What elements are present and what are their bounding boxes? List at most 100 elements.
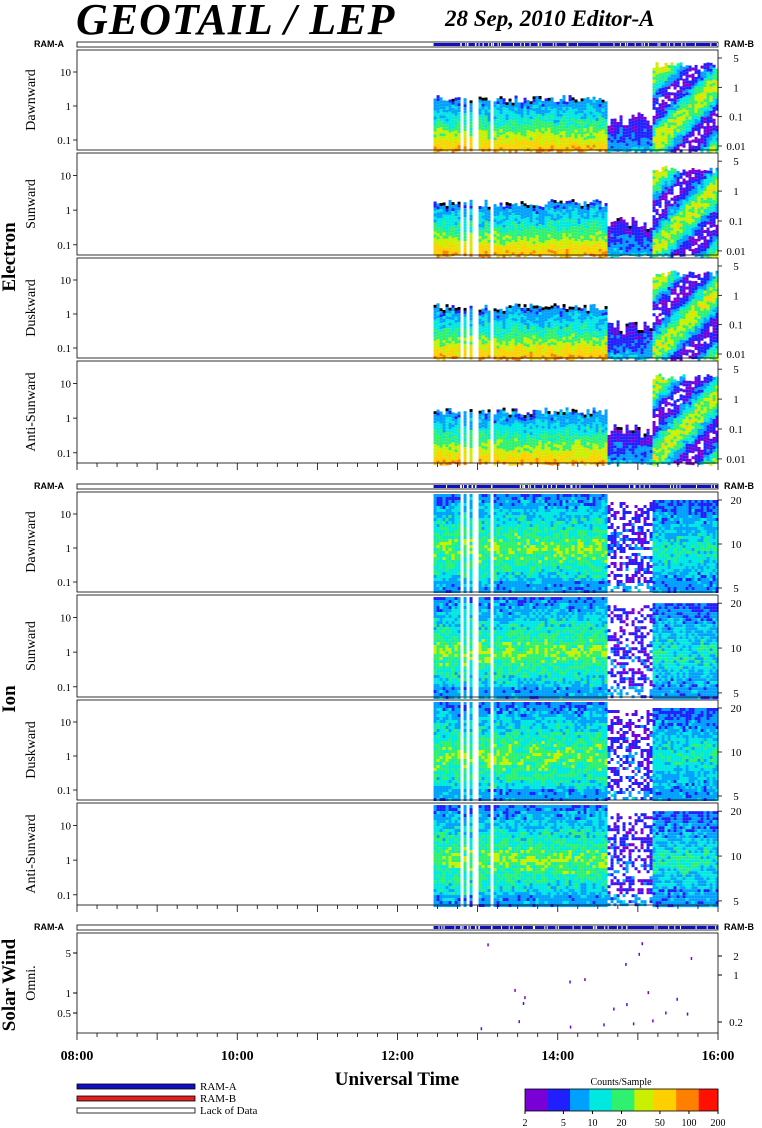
- spectrogram-cell: [620, 217, 623, 220]
- spectrogram-cell: [689, 185, 692, 188]
- spectrogram-cell: [503, 104, 506, 107]
- spectrogram-cell: [677, 99, 680, 102]
- spectrogram-cell: [470, 312, 473, 315]
- spectrogram-cell: [623, 337, 626, 340]
- spectrogram-cell: [650, 234, 653, 237]
- spectrogram-cell: [593, 100, 596, 103]
- spectrogram-cell: [605, 348, 608, 351]
- spectrogram-cell: [656, 233, 659, 236]
- spectrogram-cell: [434, 223, 437, 226]
- spectrogram-cell: [590, 112, 593, 115]
- spectrogram-cell: [437, 119, 440, 122]
- spectrogram-cell: [581, 140, 584, 143]
- spectrogram-cell: [494, 311, 497, 314]
- spectrogram-cell: [662, 103, 665, 106]
- spectrogram-cell: [566, 252, 569, 255]
- spectrogram-cell: [674, 337, 677, 340]
- spectrogram-cell: [662, 294, 665, 297]
- spectrogram-cell: [440, 335, 443, 338]
- spectrogram-cell: [485, 107, 488, 110]
- spectrogram-cell: [578, 325, 581, 328]
- spectrogram-cell: [575, 353, 578, 356]
- spectrogram-cell: [605, 330, 608, 333]
- spectrogram-cell: [701, 78, 704, 81]
- spectrogram-cell: [665, 318, 668, 321]
- spectrogram-cell: [548, 243, 551, 246]
- spectrogram-cell: [644, 325, 647, 328]
- spectrogram-cell: [707, 204, 710, 207]
- spectrogram-cell: [707, 75, 710, 78]
- spectrogram-cell: [677, 353, 680, 356]
- spectrogram-cell: [494, 225, 497, 228]
- spectrogram-cell: [548, 228, 551, 231]
- spectrogram-cell: [452, 132, 455, 135]
- spectrogram-cell: [512, 345, 515, 348]
- spectrogram-cell: [533, 114, 536, 117]
- spectrogram-cell: [566, 237, 569, 240]
- spectrogram-cell: [662, 233, 665, 236]
- spectrogram-cell: [695, 239, 698, 242]
- spectrogram-cell: [581, 233, 584, 236]
- spectrogram-cell: [548, 98, 551, 101]
- spectrogram-cell: [701, 93, 704, 96]
- spectrogram-cell: [566, 315, 569, 318]
- spectrogram-cell: [455, 140, 458, 143]
- spectrogram-cell: [602, 210, 605, 213]
- spectrogram-cell: [680, 89, 683, 92]
- spectrogram-cell: [554, 239, 557, 242]
- spectrogram-cell: [536, 114, 539, 117]
- spectrogram-cell: [701, 87, 704, 90]
- spectrogram-cell: [590, 232, 593, 235]
- spectrogram-cell: [569, 210, 572, 213]
- spectrogram-cell: [521, 118, 524, 121]
- spectrogram-cell: [458, 139, 461, 142]
- spectrogram-cell: [578, 319, 581, 322]
- spectrogram-cell: [650, 125, 653, 128]
- spectrogram-cell: [665, 108, 668, 111]
- spectrogram-cell: [587, 326, 590, 329]
- spectrogram-cell: [515, 327, 518, 330]
- spectrogram-cell: [527, 115, 530, 118]
- spectrogram-cell: [569, 243, 572, 246]
- spectrogram-cell: [434, 244, 437, 247]
- spectrogram-cell: [713, 140, 716, 143]
- spectrogram-cell: [500, 203, 503, 206]
- spectrogram-cell: [524, 325, 527, 328]
- spectrogram-cell: [686, 353, 689, 356]
- spectrogram-cell: [503, 216, 506, 219]
- spectrogram-cell: [548, 143, 551, 146]
- spectrogram-cell: [584, 204, 587, 207]
- spectrogram-cell: [437, 116, 440, 119]
- spectrogram-cell: [683, 316, 686, 319]
- spectrogram-cell: [674, 352, 677, 355]
- spectrogram-cell: [530, 119, 533, 122]
- spectrogram-cell: [662, 212, 665, 215]
- spectrogram-cell: [521, 103, 524, 106]
- spectrogram-cell: [602, 106, 605, 109]
- spectrogram-cell: [566, 249, 569, 252]
- spectrogram-cell: [575, 229, 578, 232]
- spectrogram-cell: [524, 119, 527, 122]
- spectrogram-cell: [608, 244, 611, 247]
- spectrogram-cell: [518, 129, 521, 132]
- spectrogram-cell: [659, 82, 662, 85]
- spectrogram-cell: [662, 182, 665, 185]
- spectrogram-cell: [443, 247, 446, 250]
- spectrogram-cell: [494, 323, 497, 326]
- spectrogram-cell: [665, 348, 668, 351]
- spectrogram-cell: [563, 149, 566, 152]
- spectrogram-cell: [677, 66, 680, 69]
- spectrogram-cell: [575, 202, 578, 205]
- spectrogram-cell: [704, 138, 707, 141]
- spectrogram-cell: [632, 244, 635, 247]
- spectrogram-cell: [623, 343, 626, 346]
- spectrogram-cell: [569, 334, 572, 337]
- spectrogram-cell: [509, 105, 512, 108]
- spectrogram-cell: [677, 332, 680, 335]
- spectrogram-cell: [533, 315, 536, 318]
- spectrogram-cell: [497, 131, 500, 134]
- spectrogram-cell: [455, 228, 458, 231]
- spectrogram-cell: [485, 344, 488, 347]
- spectrogram-cell: [509, 224, 512, 227]
- spectrogram-cell: [470, 109, 473, 112]
